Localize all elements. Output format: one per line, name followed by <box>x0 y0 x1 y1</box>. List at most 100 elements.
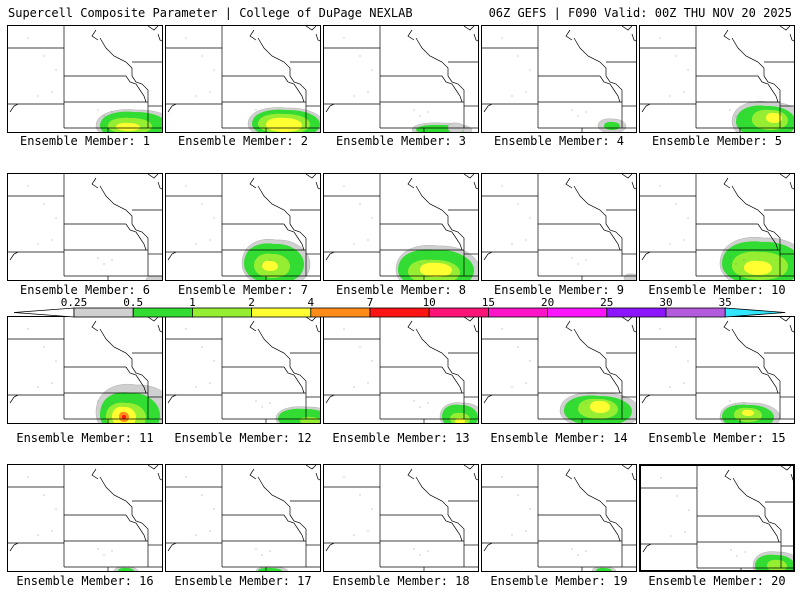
station-dot <box>525 382 527 384</box>
ensemble-member-label: Ensemble Member: 19 <box>490 574 628 588</box>
station-dot <box>419 263 421 265</box>
state-boundary <box>147 465 159 470</box>
state-boundary <box>249 468 257 480</box>
ensemble-member-label: Ensemble Member: 9 <box>493 283 625 297</box>
station-dot <box>43 346 45 348</box>
station-dot <box>669 95 671 97</box>
station-dot <box>501 476 503 478</box>
scp-contour-fill <box>767 559 787 570</box>
station-dot <box>201 494 203 496</box>
station-dot <box>27 37 29 39</box>
colorbar-segment <box>251 307 312 318</box>
station-dot <box>659 328 661 330</box>
scp-contour-fill <box>262 260 278 271</box>
station-dot <box>185 37 187 39</box>
state-boundary <box>415 185 449 224</box>
station-dot <box>27 185 29 187</box>
state-boundary <box>441 514 463 542</box>
station-dot <box>51 530 53 532</box>
station-dot <box>675 203 677 205</box>
ensemble-map-panel <box>323 316 479 424</box>
station-dot <box>195 534 197 536</box>
station-dot <box>729 109 731 111</box>
station-dot <box>111 550 113 552</box>
state-boundary <box>9 103 19 113</box>
station-dot <box>683 239 685 241</box>
station-dot <box>529 69 531 71</box>
ensemble-member-label: Ensemble Member: 5 <box>651 134 783 148</box>
station-dot <box>730 549 732 551</box>
state-boundary <box>167 542 177 552</box>
station-dot <box>413 257 415 259</box>
state-boundary <box>573 37 607 76</box>
state-boundary <box>315 324 320 333</box>
map-canvas <box>482 317 636 423</box>
station-dot <box>735 406 737 408</box>
state-boundary <box>125 514 147 542</box>
station-dot <box>367 239 369 241</box>
station-dot <box>413 548 415 550</box>
ensemble-member-label: Ensemble Member: 10 <box>648 283 786 297</box>
ensemble-member-label: Ensemble Member: 1 <box>19 134 151 148</box>
state-boundary <box>789 181 794 190</box>
colorbar-tick-label: 4 <box>307 296 314 309</box>
station-dot <box>111 402 113 404</box>
state-boundary <box>473 181 478 190</box>
station-dot <box>185 476 187 478</box>
state-boundary <box>157 181 162 190</box>
station-dot <box>343 185 345 187</box>
state-boundary <box>315 472 320 481</box>
station-dot <box>353 243 355 245</box>
station-dot <box>683 382 685 384</box>
state-boundary <box>283 366 305 394</box>
state-boundary <box>249 320 257 332</box>
station-dot <box>269 550 271 552</box>
ensemble-map-panel <box>323 464 479 572</box>
state-boundary <box>415 476 449 515</box>
state-boundary <box>789 324 794 333</box>
station-dot <box>577 554 579 556</box>
ensemble-map-panel <box>639 464 795 572</box>
station-dot <box>195 386 197 388</box>
scp-contour-fill <box>766 112 782 123</box>
station-dot <box>371 508 373 510</box>
station-dot <box>55 69 57 71</box>
station-dot <box>571 548 573 550</box>
state-boundary <box>147 317 159 322</box>
state-boundary <box>325 103 335 113</box>
station-dot <box>185 185 187 187</box>
state-boundary <box>125 75 147 103</box>
state-boundary <box>483 542 493 552</box>
state-boundary <box>305 174 317 179</box>
colorbar-tick-label: 35 <box>719 296 732 309</box>
station-dot <box>111 259 113 261</box>
state-boundary <box>631 324 636 333</box>
state-boundary <box>731 328 765 367</box>
state-boundary <box>249 177 257 189</box>
station-dot <box>209 239 211 241</box>
station-dot <box>343 476 345 478</box>
map-title: Supercell Composite Parameter | College … <box>8 6 413 20</box>
ensemble-map-panel <box>481 173 637 281</box>
ensemble-map-panel <box>7 173 163 281</box>
state-boundary <box>731 185 765 224</box>
colorbar-tick-label: 15 <box>482 296 495 309</box>
station-dot <box>743 402 745 404</box>
ensemble-member-label: Ensemble Member: 18 <box>332 574 470 588</box>
state-boundary <box>325 542 335 552</box>
station-dot <box>261 263 263 265</box>
state-boundary <box>473 324 478 333</box>
state-boundary <box>91 29 99 41</box>
map-canvas <box>8 317 162 423</box>
station-dot <box>687 69 689 71</box>
station-dot <box>51 91 53 93</box>
station-dot <box>517 494 519 496</box>
station-dot <box>255 109 257 111</box>
state-boundary <box>463 317 475 322</box>
station-dot <box>659 37 661 39</box>
ensemble-map-panel <box>7 25 163 133</box>
state-boundary <box>257 37 291 76</box>
station-dot <box>343 37 345 39</box>
ensemble-map-panel <box>481 464 637 572</box>
station-dot <box>37 243 39 245</box>
